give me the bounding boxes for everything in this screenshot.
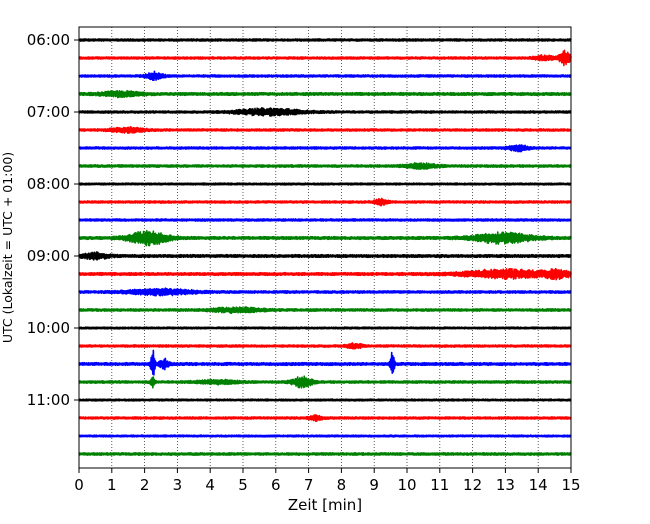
seismo-trace <box>78 218 572 222</box>
y-tick-label: 07:00 <box>27 103 70 121</box>
x-tick-label: 13 <box>496 476 515 494</box>
seismo-trace <box>78 452 572 456</box>
seismo-trace <box>78 413 572 423</box>
x-tick-label: 3 <box>173 476 183 494</box>
x-tick-label: 11 <box>430 476 449 494</box>
y-axis-ticks: 06:00 07:00 08:00 09:00 10:00 11:00 <box>27 31 79 409</box>
x-axis-ticks: 0 1 2 3 4 5 6 7 8 9 10 11 12 13 14 15 <box>74 468 581 494</box>
x-axis-label: Zeit [min] <box>288 496 362 514</box>
seismo-trace <box>78 398 572 402</box>
x-tick-label: 5 <box>238 476 248 494</box>
seismo-trace <box>78 251 572 261</box>
x-tick-label: 12 <box>463 476 482 494</box>
seismo-trace <box>78 306 572 315</box>
seismo-trace <box>78 107 572 117</box>
seismo-trace <box>78 38 572 42</box>
x-tick-label: 7 <box>304 476 314 494</box>
seismo-trace <box>78 197 572 207</box>
seismo-trace <box>78 267 572 281</box>
seismo-trace <box>78 144 572 153</box>
seismo-trace <box>78 434 572 438</box>
y-axis-label: UTC (Lokalzeit = UTC + 01:00) <box>0 152 15 343</box>
y-tick-label: 09:00 <box>27 247 70 265</box>
y-tick-label: 11:00 <box>27 391 70 409</box>
trace-group <box>78 38 572 456</box>
y-tick-label: 06:00 <box>27 31 70 49</box>
seismo-trace <box>78 342 572 350</box>
seismo-trace <box>78 162 572 170</box>
seismo-trace <box>78 349 572 376</box>
y-tick-label: 08:00 <box>27 175 70 193</box>
plot-frame <box>78 26 572 469</box>
seismo-trace <box>78 70 572 82</box>
seismo-trace <box>78 229 572 247</box>
x-tick-label: 14 <box>529 476 548 494</box>
x-tick-label: 4 <box>205 476 215 494</box>
x-tick-label: 9 <box>369 476 379 494</box>
seismo-trace <box>78 126 572 135</box>
seismo-trace <box>78 287 572 297</box>
x-tick-label: 8 <box>337 476 347 494</box>
x-tick-label: 15 <box>561 476 580 494</box>
x-tick-label: 1 <box>107 476 117 494</box>
seismo-trace <box>78 89 572 99</box>
x-tick-label: 6 <box>271 476 281 494</box>
seismo-trace <box>78 49 572 67</box>
x-tick-label: 2 <box>140 476 150 494</box>
seismo-trace <box>78 326 572 330</box>
seismo-trace <box>78 375 572 389</box>
x-tick-label: 10 <box>397 476 416 494</box>
x-tick-label: 0 <box>74 476 84 494</box>
y-tick-label: 10:00 <box>27 319 70 337</box>
seismo-trace <box>78 182 572 186</box>
